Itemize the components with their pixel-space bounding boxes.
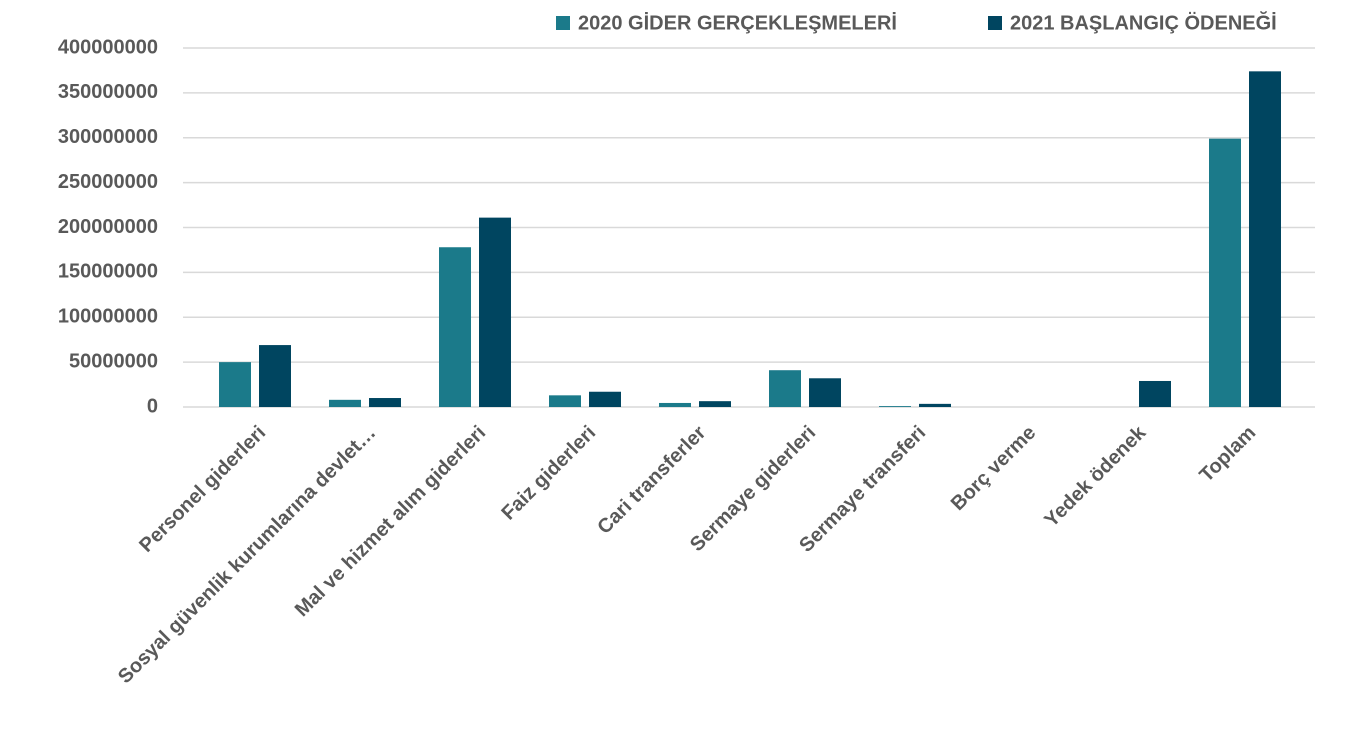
bar — [479, 217, 511, 407]
bar — [369, 398, 401, 407]
y-tick-label: 150000000 — [58, 261, 158, 283]
y-tick-label: 200000000 — [58, 216, 158, 238]
legend-label: 2020 GİDER GERÇEKLEŞMELERİ — [578, 11, 897, 34]
x-tick-label: Toplam — [1195, 422, 1260, 487]
y-tick-label: 250000000 — [58, 171, 158, 193]
bar — [439, 247, 471, 407]
x-tick-label: Cari transferler — [593, 422, 710, 539]
y-tick-label: 400000000 — [58, 36, 158, 58]
y-tick-label: 300000000 — [58, 126, 158, 148]
bar — [589, 391, 621, 407]
bar — [769, 370, 801, 407]
legend-swatch — [988, 16, 1002, 30]
bar — [1139, 380, 1171, 407]
bar — [1249, 71, 1281, 408]
bar — [919, 403, 951, 407]
bar — [219, 362, 251, 407]
legend-label: 2021 BAŞLANGIÇ ÖDENEĞİ — [1010, 10, 1277, 34]
y-tick-label: 50000000 — [69, 350, 158, 372]
y-tick-label: 100000000 — [58, 306, 158, 328]
bar — [329, 399, 361, 407]
bar — [1209, 138, 1241, 407]
bar — [879, 406, 911, 407]
y-tick-label: 0 — [147, 395, 158, 417]
bar — [809, 378, 841, 407]
bar — [549, 395, 581, 407]
legend-swatch — [556, 16, 570, 30]
x-tick-label: Mal ve hizmet alım giderleri — [291, 422, 490, 621]
x-tick-label: Yedek ödenek — [1040, 421, 1151, 532]
bar — [699, 401, 731, 407]
y-tick-label: 350000000 — [58, 81, 158, 103]
bar — [659, 402, 691, 407]
x-tick-label: Faiz giderleri — [497, 422, 600, 525]
bar — [259, 345, 291, 407]
x-tick-label: Borç verme — [947, 422, 1040, 515]
